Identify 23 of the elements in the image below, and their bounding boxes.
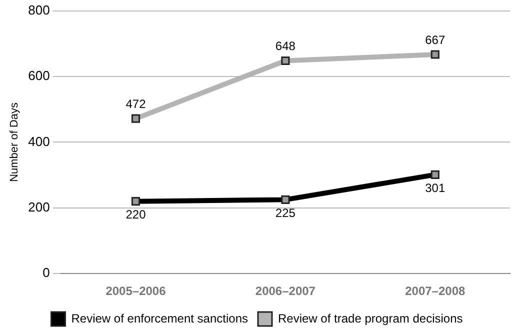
data-label: 472 bbox=[126, 96, 146, 111]
point bbox=[131, 114, 140, 123]
legend-label: Review of enforcement sanctions bbox=[71, 311, 248, 326]
point bbox=[281, 56, 290, 66]
data-label: 667 bbox=[425, 32, 446, 47]
x-tick-label: 2007–2008 bbox=[405, 284, 466, 298]
x-tick-label: 2006–2007 bbox=[255, 284, 316, 298]
data-label: 648 bbox=[275, 39, 296, 54]
y-tick-label: 800 bbox=[28, 2, 50, 18]
point bbox=[281, 195, 290, 204]
legend-label: Review of trade program decisions bbox=[278, 311, 463, 326]
y-tick-label: 400 bbox=[28, 134, 50, 149]
data-label: 220 bbox=[126, 208, 146, 222]
x-tick-label: 2005–2006 bbox=[106, 284, 166, 298]
point bbox=[131, 197, 140, 206]
data-label: 225 bbox=[275, 206, 296, 220]
data-label: 301 bbox=[425, 181, 446, 196]
y-tick-label: 200 bbox=[28, 199, 50, 214]
point bbox=[430, 170, 440, 180]
y-tick-label: 600 bbox=[28, 68, 50, 84]
point bbox=[430, 50, 440, 59]
y-axis-title: Number of Days bbox=[8, 102, 21, 182]
y-tick-label: 0 bbox=[42, 265, 50, 280]
